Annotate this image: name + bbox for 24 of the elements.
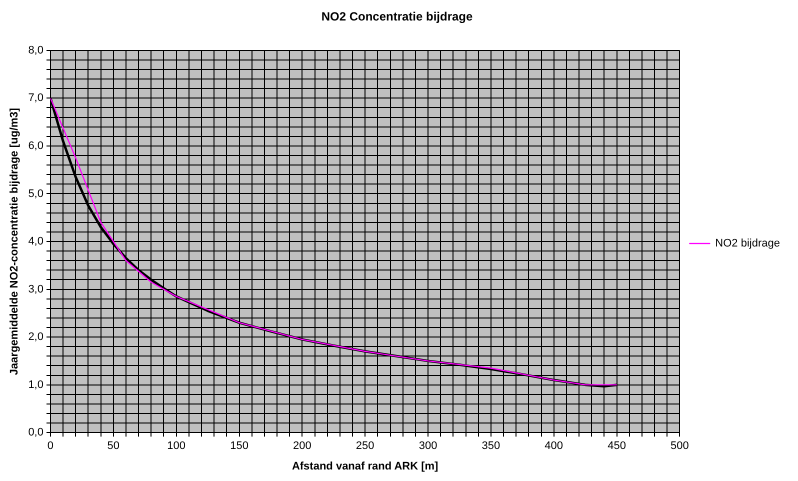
x-axis-title: Afstand vanaf rand ARK [m] [292,460,439,472]
y-tick-label: 1,0 [28,378,44,391]
y-tick-label: 2,0 [28,331,44,344]
y-axis-title: Jaargemiddelde NO2-concentratie bijdrage [ug/m3] [8,108,21,376]
legend-label: NO2 bijdrage [715,238,780,250]
x-tick-label: 0 [47,440,54,452]
chart-title: NO2 Concentratie bijdrage [321,10,474,24]
x-tick-label: 250 [356,440,374,452]
x-tick-label: 100 [167,440,186,452]
y-tick-label: 3,0 [28,283,44,296]
x-tick-label: 450 [608,440,626,452]
x-tick-label: 500 [670,440,689,452]
x-tick-label: 350 [482,440,500,452]
x-tick-label: 50 [107,440,120,452]
y-tick-label: 7,0 [28,92,44,104]
y-tick-label: 8,0 [28,44,44,56]
y-tick-label: 4,0 [28,236,44,248]
y-tick-label: 0,0 [28,426,44,439]
y-tick-label: 6,0 [28,140,44,152]
x-tick-label: 200 [292,440,312,452]
x-tick-label: 150 [230,440,248,452]
y-tick-label: 5,0 [28,188,44,200]
x-tick-label: 300 [418,440,438,452]
x-tick-label: 400 [544,440,564,452]
